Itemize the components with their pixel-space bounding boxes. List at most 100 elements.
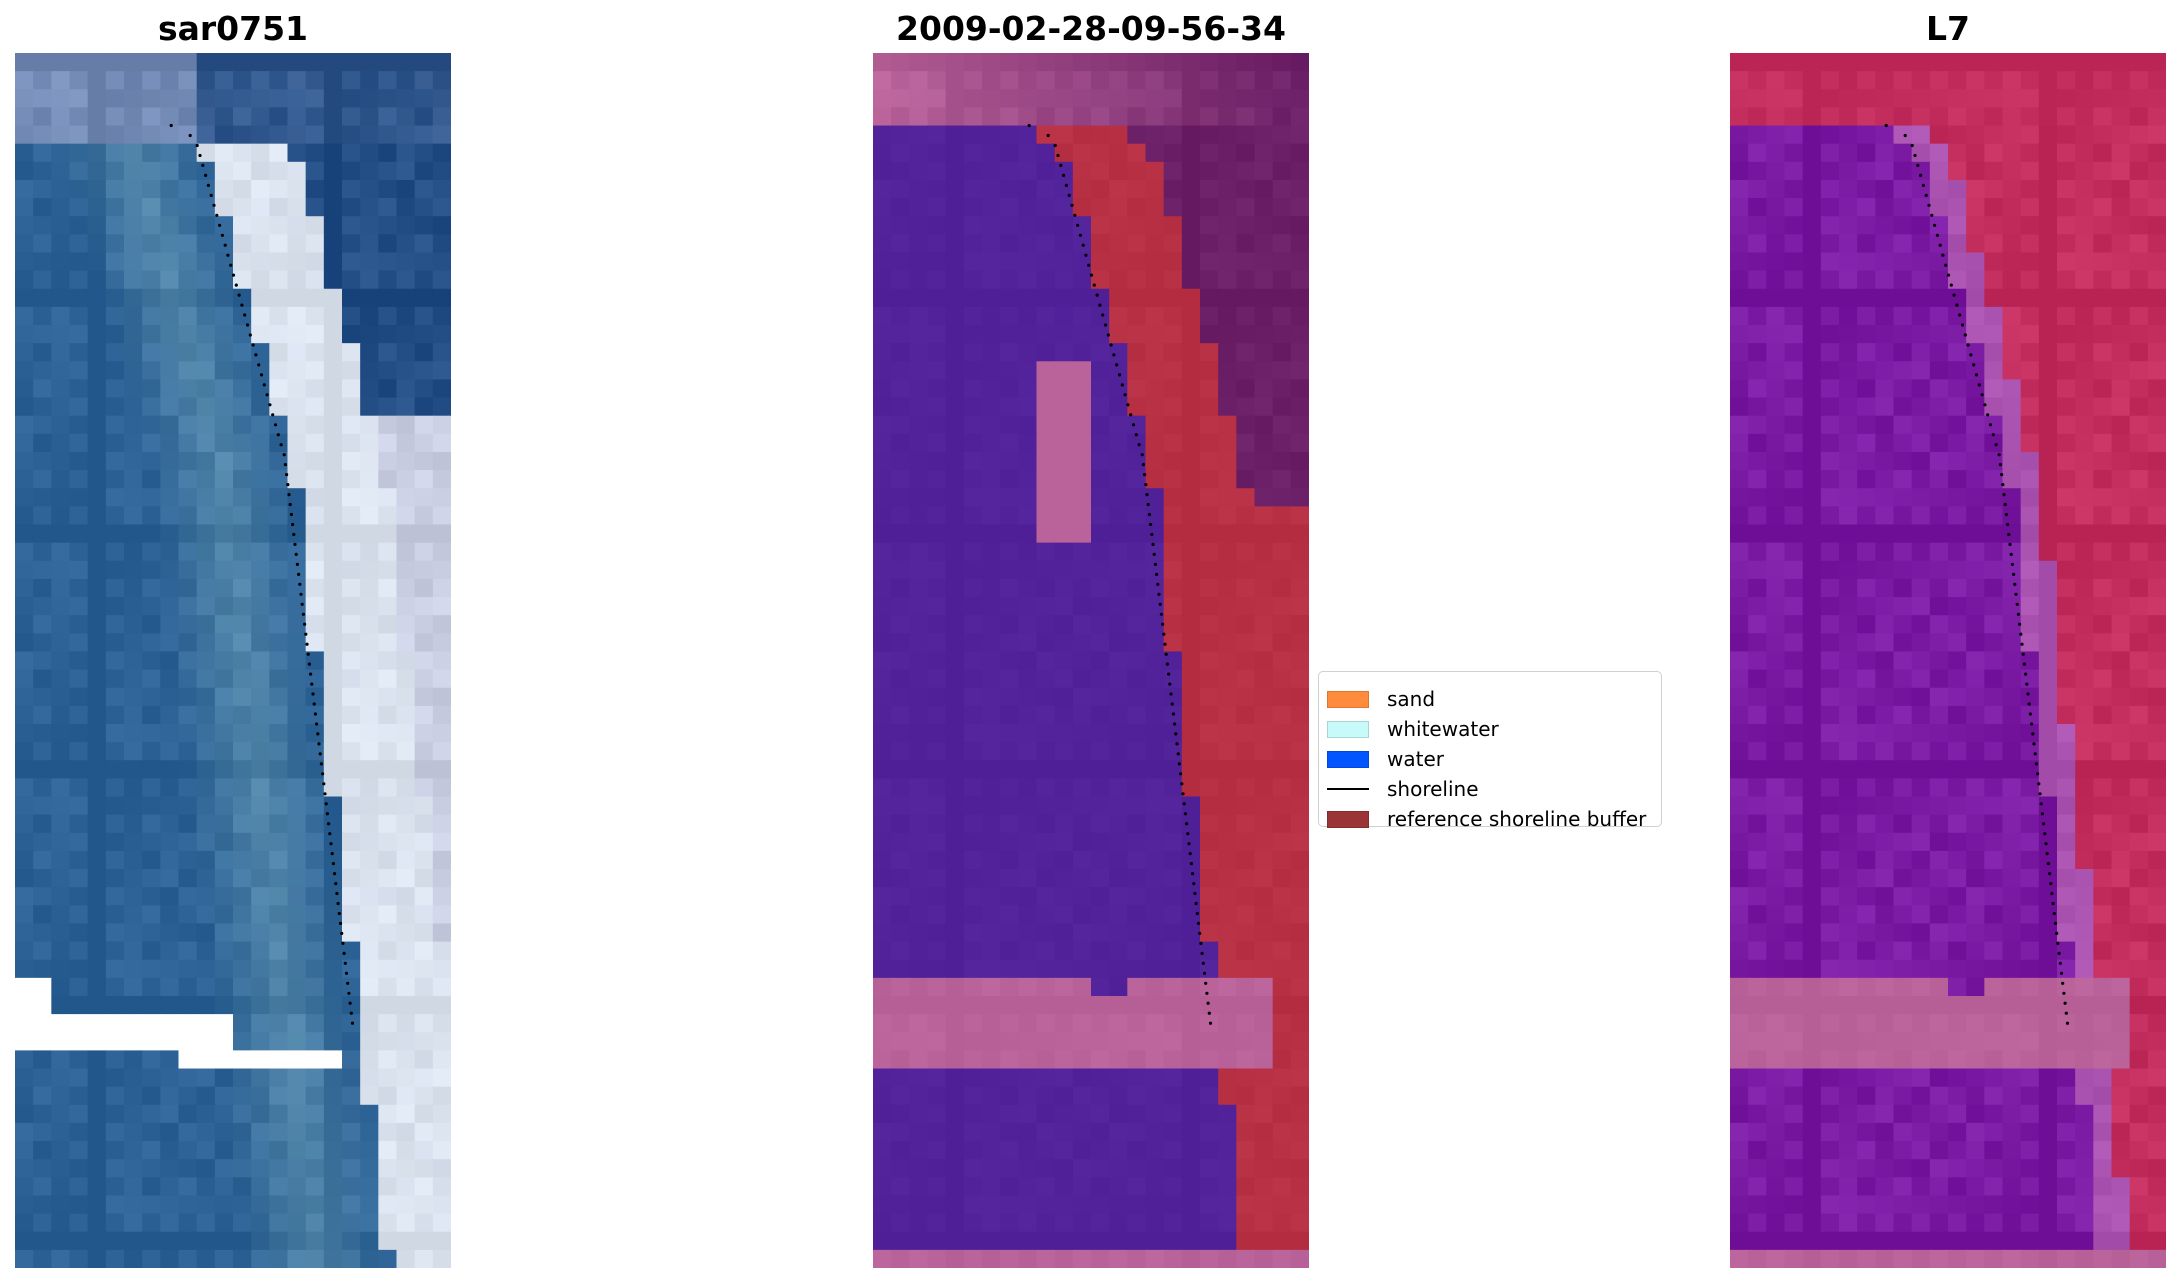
pixel [360, 977, 379, 997]
panel-title-rgb: sar0751 [157, 9, 309, 48]
pixel [178, 687, 198, 707]
pixel [1145, 161, 1165, 181]
pixel [414, 651, 434, 671]
pixel [214, 1122, 234, 1142]
shoreline-dot [1092, 283, 1096, 287]
pixel [2020, 89, 2040, 108]
pixel [1784, 179, 1804, 199]
pixel [323, 143, 343, 163]
pixel [269, 760, 289, 779]
pixel [2093, 1068, 2113, 1088]
pixel [1802, 125, 1822, 145]
pixel [1966, 1086, 1985, 1106]
pixel [124, 959, 143, 979]
pixel [1875, 941, 1895, 961]
pixel [2093, 379, 2113, 399]
pixel [2002, 669, 2022, 689]
pixel [1145, 995, 1165, 1015]
pixel [1730, 669, 1749, 689]
pixel [305, 778, 325, 798]
pixel [1254, 306, 1274, 326]
pixel [342, 923, 361, 943]
pixel [1948, 53, 1967, 72]
pixel [2129, 723, 2149, 743]
pixel [323, 941, 343, 961]
pixel [87, 651, 107, 671]
pixel [1272, 216, 1292, 235]
pixel [1911, 361, 1931, 381]
pixel [1200, 597, 1219, 616]
pixel [1163, 234, 1183, 254]
pixel [891, 1231, 910, 1251]
pixel [1730, 161, 1749, 181]
pixel [287, 1249, 307, 1268]
shoreline-dot [1059, 163, 1063, 167]
pixel [69, 796, 89, 816]
shoreline-dot [254, 353, 258, 357]
pixel [873, 216, 892, 235]
pixel [2111, 397, 2131, 417]
pixel [378, 252, 398, 272]
pixel [1948, 977, 1967, 997]
pixel [1000, 560, 1019, 580]
pixel [2057, 814, 2076, 834]
pixel [1984, 343, 2004, 362]
shoreline-dot [201, 163, 205, 167]
pixel [233, 995, 252, 1015]
pixel [142, 760, 161, 779]
pixel [1163, 959, 1183, 979]
pixel [160, 288, 180, 308]
shoreline-dot [1180, 782, 1184, 786]
pixel [1748, 451, 1767, 471]
pixel [2020, 252, 2040, 272]
pixel [1000, 125, 1019, 145]
pixel [1730, 723, 1749, 743]
pixel [69, 977, 89, 997]
pixel [414, 379, 434, 399]
pixel [1290, 270, 1309, 290]
pixel [1127, 959, 1147, 979]
pixel [2020, 1159, 2040, 1178]
pixel [2093, 198, 2113, 217]
pixel [1966, 995, 1985, 1015]
pixel [945, 814, 965, 834]
pixel [342, 397, 361, 417]
pixel [360, 1104, 379, 1124]
pixel [1748, 1014, 1767, 1033]
pixel [2129, 1104, 2149, 1124]
pixel [360, 1213, 379, 1233]
pixel [69, 959, 89, 979]
pixel [2075, 633, 2094, 653]
pixel [1766, 941, 1786, 961]
pixel [2057, 252, 2076, 272]
pixel [1000, 234, 1019, 254]
pixel [414, 1213, 434, 1233]
pixel [1218, 669, 1237, 689]
pixel [2057, 1050, 2076, 1070]
pixel [233, 288, 252, 308]
pixel [1254, 53, 1274, 72]
pixel [323, 1068, 343, 1088]
pixel [1948, 488, 1967, 507]
pixel [233, 53, 252, 72]
pixel [269, 633, 289, 653]
pixel [69, 252, 89, 272]
pixel [1109, 107, 1128, 127]
pixel [1748, 1159, 1767, 1178]
pixel [1254, 560, 1274, 580]
pixel [360, 161, 379, 181]
pixel [342, 1159, 361, 1178]
pixel [2020, 325, 2040, 344]
pixel [945, 179, 965, 199]
pixel [432, 1104, 451, 1124]
pixel [1000, 415, 1019, 435]
pixel [1127, 270, 1147, 290]
pixel [1127, 597, 1147, 616]
pixel [982, 796, 1001, 816]
pixel [196, 995, 216, 1015]
pixel [87, 433, 107, 453]
pixel [51, 1213, 71, 1233]
pixel [1948, 379, 1967, 399]
pixel [69, 107, 89, 127]
pixel [1236, 832, 1256, 852]
